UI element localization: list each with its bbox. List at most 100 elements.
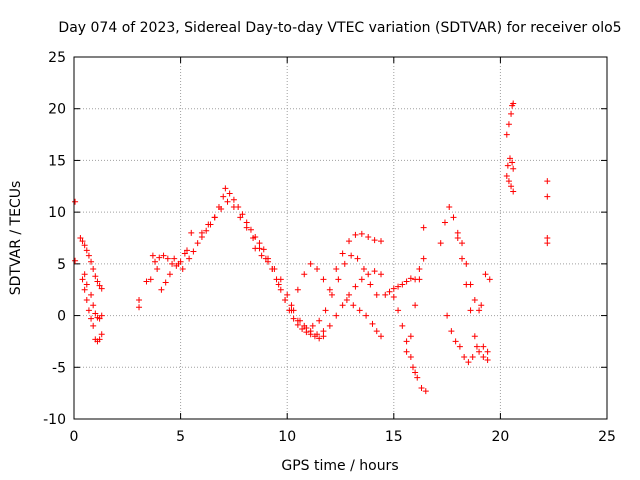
data-point <box>320 276 327 283</box>
data-point <box>314 331 321 338</box>
data-point <box>506 155 513 162</box>
data-point <box>459 240 466 247</box>
data-point <box>544 193 551 200</box>
data-point <box>98 285 105 292</box>
data-point <box>154 266 161 273</box>
data-points <box>72 100 551 395</box>
data-point <box>83 281 90 288</box>
data-point <box>316 335 323 342</box>
data-point <box>478 302 485 309</box>
chart-title: Day 074 of 2023, Sidereal Day-to-day VTE… <box>58 20 621 36</box>
data-point <box>360 266 367 273</box>
data-point <box>243 219 250 226</box>
data-point <box>88 315 95 322</box>
data-point <box>509 159 516 166</box>
data-point <box>218 206 225 213</box>
data-point <box>407 333 414 340</box>
data-point <box>454 229 461 236</box>
data-point <box>173 262 180 269</box>
data-point <box>79 276 86 283</box>
data-point <box>350 302 357 309</box>
data-point <box>284 291 291 298</box>
data-point <box>358 276 365 283</box>
data-point <box>418 384 425 391</box>
data-point <box>177 258 184 265</box>
data-point <box>505 121 512 128</box>
data-point <box>504 162 511 169</box>
data-point <box>147 276 154 283</box>
data-point <box>203 227 210 234</box>
data-point <box>252 245 259 252</box>
data-point <box>510 100 517 107</box>
data-point <box>183 247 190 254</box>
y-tick-label: -10 <box>43 412 66 428</box>
data-point <box>467 307 474 314</box>
data-point <box>85 307 92 314</box>
data-point <box>224 198 231 205</box>
series-arc-10 <box>382 224 427 298</box>
data-point <box>371 237 378 244</box>
data-point <box>343 297 350 304</box>
series-arc-17 <box>503 172 551 247</box>
data-point <box>544 178 551 185</box>
data-point <box>260 246 267 253</box>
data-point <box>356 307 363 314</box>
data-point <box>179 266 186 273</box>
data-point <box>412 369 419 376</box>
data-point <box>220 193 227 200</box>
data-point <box>307 328 314 335</box>
series-arc-16 <box>503 100 517 172</box>
data-point <box>243 224 250 231</box>
data-point <box>505 178 512 185</box>
series-arc-7 <box>252 245 380 331</box>
data-point <box>348 252 355 259</box>
data-point <box>367 281 374 288</box>
plot-frame <box>73 56 608 420</box>
data-point <box>363 312 370 319</box>
data-point <box>92 273 99 280</box>
data-point <box>510 165 517 172</box>
data-point <box>211 214 218 221</box>
data-point <box>544 235 551 241</box>
data-point <box>335 276 342 283</box>
data-point <box>508 110 515 117</box>
data-point <box>382 291 389 298</box>
data-point <box>162 279 169 286</box>
data-point <box>416 266 423 273</box>
data-point <box>358 230 365 237</box>
data-point <box>136 304 143 311</box>
data-point <box>469 353 476 360</box>
data-point <box>90 302 97 309</box>
data-point <box>290 315 297 322</box>
data-point <box>341 260 348 267</box>
data-point <box>277 286 284 293</box>
data-point <box>463 260 470 267</box>
data-point <box>152 258 159 265</box>
data-point <box>409 364 416 371</box>
y-tick-label: 25 <box>48 50 66 66</box>
data-point <box>92 310 99 317</box>
data-point <box>81 242 88 249</box>
data-point <box>365 271 372 278</box>
data-point <box>198 229 205 236</box>
data-point <box>339 302 346 309</box>
data-point <box>277 276 284 283</box>
series-arc-13 <box>437 203 491 360</box>
data-point <box>365 233 372 240</box>
data-point <box>326 286 333 293</box>
data-point <box>94 314 101 321</box>
data-point <box>275 281 282 288</box>
data-point <box>503 131 510 138</box>
data-point <box>96 282 103 289</box>
data-point <box>403 338 410 345</box>
data-point <box>247 226 254 233</box>
data-point <box>480 343 487 350</box>
series-arc-8 <box>288 230 385 309</box>
data-point <box>459 255 466 262</box>
data-point <box>156 254 163 261</box>
data-point <box>88 258 95 265</box>
data-point <box>90 266 97 273</box>
data-point <box>83 247 90 254</box>
data-point <box>473 343 480 350</box>
